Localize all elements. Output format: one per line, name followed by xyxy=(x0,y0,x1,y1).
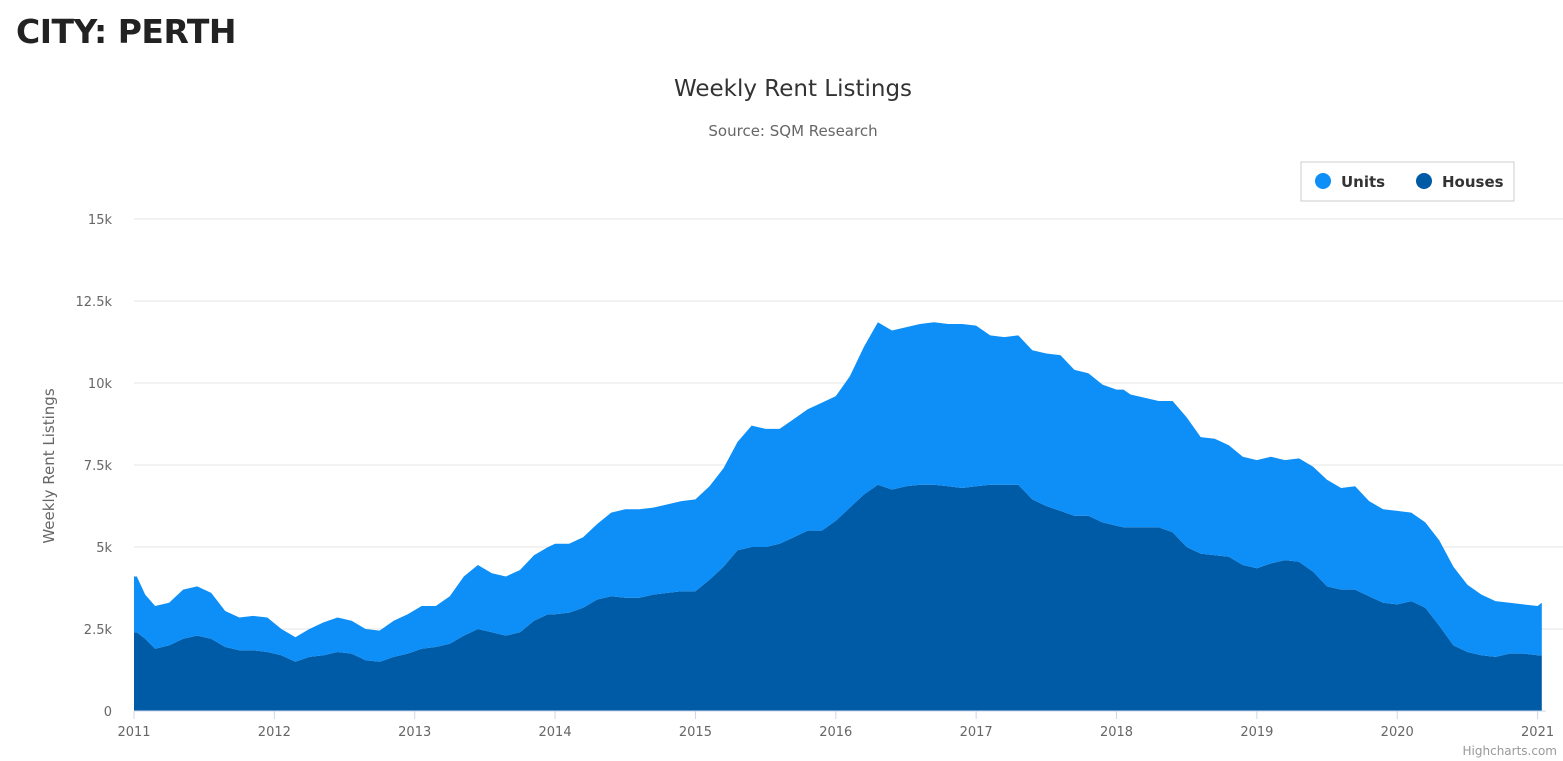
x-tick-label: 2018 xyxy=(1100,725,1133,740)
plot-area xyxy=(134,322,1542,711)
x-tick-label: 2012 xyxy=(258,725,291,740)
x-tick-label: 2014 xyxy=(539,725,572,740)
x-tick-label: 2015 xyxy=(679,725,712,740)
chart-subtitle: Source: SQM Research xyxy=(708,122,877,140)
y-tick-label: 12.5k xyxy=(76,295,113,310)
legend-item-houses[interactable]: Houses xyxy=(1416,173,1504,191)
legend-label-houses: Houses xyxy=(1442,173,1504,191)
y-axis-ticks: 0 2.5k 5k 7.5k 10k 12.5k 15k xyxy=(76,213,113,720)
x-axis-ticks: 2011 2012 2013 2014 2015 2016 2017 2018 2019 2020… xyxy=(117,711,1554,740)
x-tick-label: 2017 xyxy=(960,725,993,740)
units-legend-marker-icon xyxy=(1315,173,1331,189)
legend: Units Houses xyxy=(1300,161,1515,202)
x-tick-label: 2016 xyxy=(819,725,852,740)
y-axis-title: Weekly Rent Listings xyxy=(40,388,58,543)
x-tick-label: 2013 xyxy=(398,725,431,740)
legend-box xyxy=(1300,161,1515,202)
y-tick-label: 7.5k xyxy=(84,459,113,474)
chart-title: Weekly Rent Listings xyxy=(674,76,912,102)
y-tick-label: 10k xyxy=(88,377,113,392)
legend-label-units: Units xyxy=(1341,173,1385,191)
x-tick-label: 2021 xyxy=(1521,725,1554,740)
y-tick-label: 15k xyxy=(88,213,113,228)
x-tick-label: 2011 xyxy=(117,725,150,740)
area-series-houses[interactable] xyxy=(134,484,1542,711)
x-tick-label: 2020 xyxy=(1381,725,1414,740)
page-heading: CITY: PERTH xyxy=(16,12,237,51)
x-tick-label: 2019 xyxy=(1240,725,1273,740)
area-series-units[interactable] xyxy=(134,322,1542,662)
y-tick-label: 2.5k xyxy=(84,623,113,638)
y-tick-label: 5k xyxy=(96,541,112,556)
legend-item-units[interactable]: Units xyxy=(1315,173,1385,191)
credits-link[interactable]: Highcharts.com xyxy=(1463,744,1557,758)
y-tick-label: 0 xyxy=(104,705,112,720)
houses-legend-marker-icon xyxy=(1416,173,1432,189)
